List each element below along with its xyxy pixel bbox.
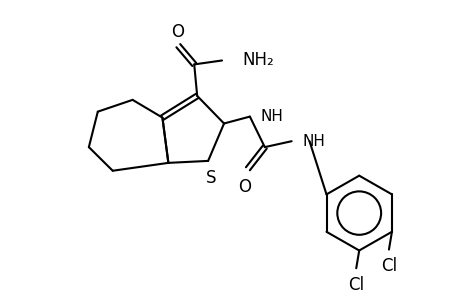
Text: NH₂: NH₂ xyxy=(241,52,273,70)
Text: S: S xyxy=(206,169,216,187)
Text: NH: NH xyxy=(302,134,325,149)
Text: Cl: Cl xyxy=(380,257,396,275)
Text: NH: NH xyxy=(260,109,283,124)
Text: O: O xyxy=(238,178,251,196)
Text: O: O xyxy=(170,23,184,41)
Text: Cl: Cl xyxy=(347,276,364,294)
